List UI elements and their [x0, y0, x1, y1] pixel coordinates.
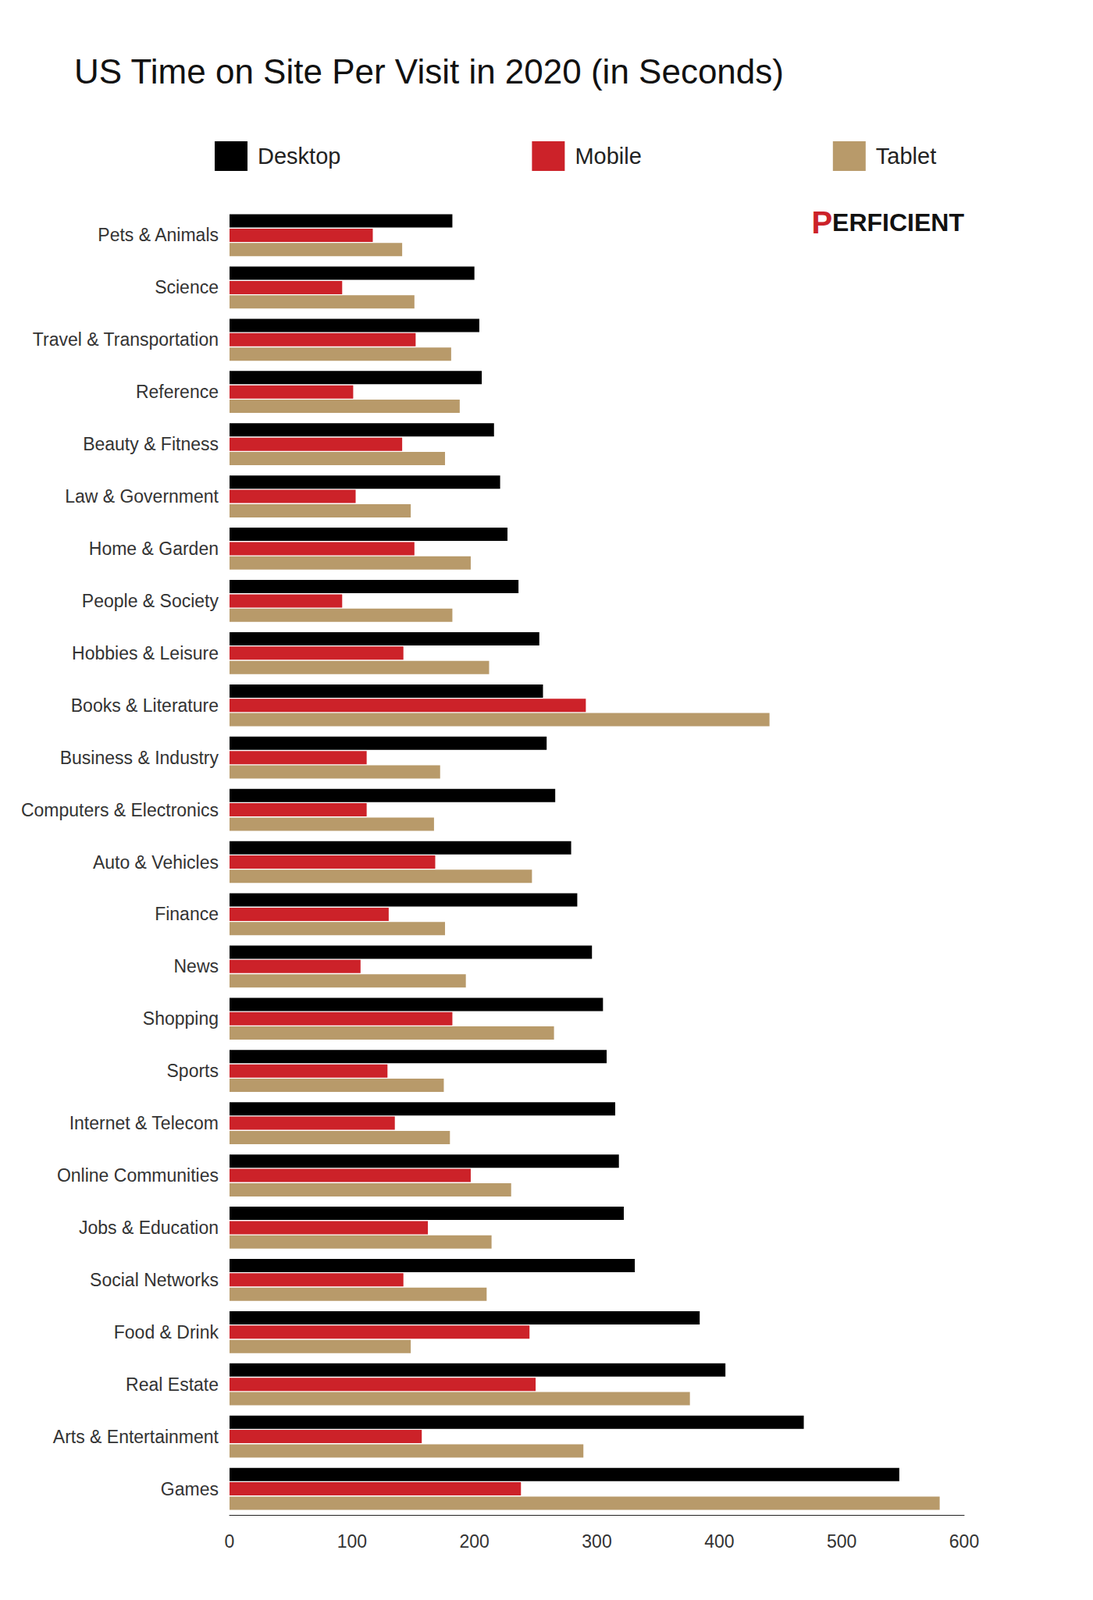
svg-text:Games: Games	[160, 1479, 219, 1500]
svg-text:Pets & Animals: Pets & Animals	[97, 224, 219, 246]
svg-text:Law & Government: Law & Government	[64, 486, 219, 507]
svg-text:ERFICIENT: ERFICIENT	[832, 208, 965, 237]
svg-text:US Time on Site Per Visit in 2: US Time on Site Per Visit in 2020 (in Se…	[74, 52, 784, 91]
svg-text:Desktop: Desktop	[257, 143, 341, 169]
svg-text:Beauty & Fitness: Beauty & Fitness	[82, 434, 219, 455]
svg-text:Social Networks: Social Networks	[89, 1270, 219, 1291]
svg-text:Jobs & Education: Jobs & Education	[78, 1217, 219, 1239]
svg-text:Business & Industry: Business & Industry	[60, 747, 220, 769]
svg-text:Food & Drink: Food & Drink	[113, 1322, 220, 1343]
svg-text:Books & Literature: Books & Literature	[71, 695, 219, 716]
svg-text:Online Communities: Online Communities	[56, 1165, 219, 1186]
svg-text:Hobbies & Leisure: Hobbies & Leisure	[71, 643, 219, 664]
svg-text:News: News	[173, 956, 219, 977]
svg-text:Travel & Transportation: Travel & Transportation	[32, 329, 219, 350]
svg-text:100: 100	[337, 1531, 367, 1553]
svg-text:P: P	[811, 205, 833, 240]
svg-text:Auto & Vehicles: Auto & Vehicles	[92, 852, 219, 873]
svg-text:Reference: Reference	[135, 381, 219, 403]
svg-text:Shopping: Shopping	[142, 1008, 219, 1029]
svg-text:People & Society: People & Society	[81, 591, 220, 612]
svg-text:Finance: Finance	[154, 904, 219, 925]
svg-text:Mobile: Mobile	[574, 143, 641, 169]
svg-text:600: 600	[949, 1531, 980, 1553]
svg-text:Tablet: Tablet	[875, 143, 937, 169]
svg-text:Science: Science	[154, 277, 219, 298]
svg-text:300: 300	[581, 1531, 612, 1553]
svg-text:500: 500	[826, 1531, 857, 1553]
svg-text:200: 200	[459, 1531, 489, 1553]
svg-text:Home & Garden: Home & Garden	[89, 538, 219, 559]
svg-text:Arts & Entertainment: Arts & Entertainment	[53, 1427, 220, 1448]
svg-text:Internet & Telecom: Internet & Telecom	[69, 1113, 219, 1134]
svg-text:0: 0	[224, 1531, 235, 1553]
svg-text:Sports: Sports	[167, 1060, 219, 1082]
svg-text:Computers & Electronics: Computers & Electronics	[21, 800, 219, 821]
svg-text:400: 400	[704, 1531, 734, 1553]
svg-text:Real Estate: Real Estate	[125, 1374, 219, 1396]
